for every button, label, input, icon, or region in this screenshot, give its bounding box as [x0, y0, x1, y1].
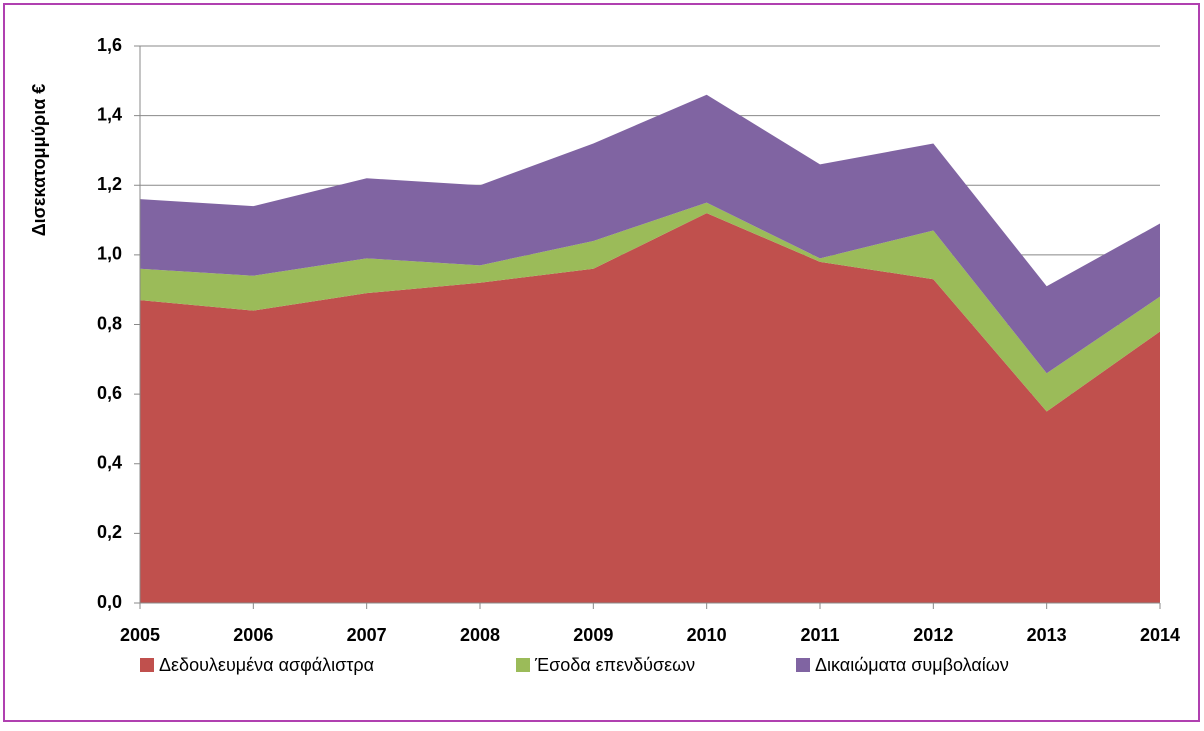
area	[140, 213, 1160, 603]
legend-swatch	[516, 658, 530, 672]
x-tick-label: 2008	[460, 625, 500, 645]
y-tick-label: 0,6	[97, 383, 122, 403]
y-tick-label: 1,4	[97, 104, 122, 124]
legend-label: Δεδουλευμένα ασφάλιστρα	[159, 655, 374, 675]
y-tick-label: 0,2	[97, 522, 122, 542]
x-tick-label: 2006	[233, 625, 273, 645]
y-axis-label: Δισεκατομμύρια €	[29, 84, 49, 237]
area	[140, 202, 1160, 412]
areas	[140, 94, 1160, 603]
legend-label: Έσοδα επενδύσεων	[534, 655, 695, 675]
y-tick-label: 1,2	[97, 174, 122, 194]
axes: 0,0 0,2 0,4 0,6 0,8 1,0 1,2 1,4 1,6 2005 2006 2007 2…	[97, 35, 1180, 645]
x-tick-label: 2009	[573, 625, 613, 645]
y-tick-label: 0,4	[97, 453, 122, 473]
legend-swatch	[140, 658, 154, 672]
x-tick-label: 2005	[120, 625, 160, 645]
legend-swatch	[796, 658, 810, 672]
x-tick-label: 2012	[913, 625, 953, 645]
area	[140, 94, 1160, 374]
legend-label: Δικαιώματα συμβολαίων	[815, 655, 1009, 675]
y-tick-label: 1,0	[97, 244, 122, 264]
x-tick-label: 2014	[1140, 625, 1180, 645]
x-tick-label: 2007	[347, 625, 387, 645]
x-tick-label: 2013	[1027, 625, 1067, 645]
x-tick-label: 2011	[800, 625, 839, 645]
y-tick-label: 1,6	[97, 35, 122, 55]
y-tick-label: 0,0	[97, 592, 122, 612]
y-tick-label: 0,8	[97, 313, 122, 333]
x-tick-label: 2010	[687, 625, 727, 645]
